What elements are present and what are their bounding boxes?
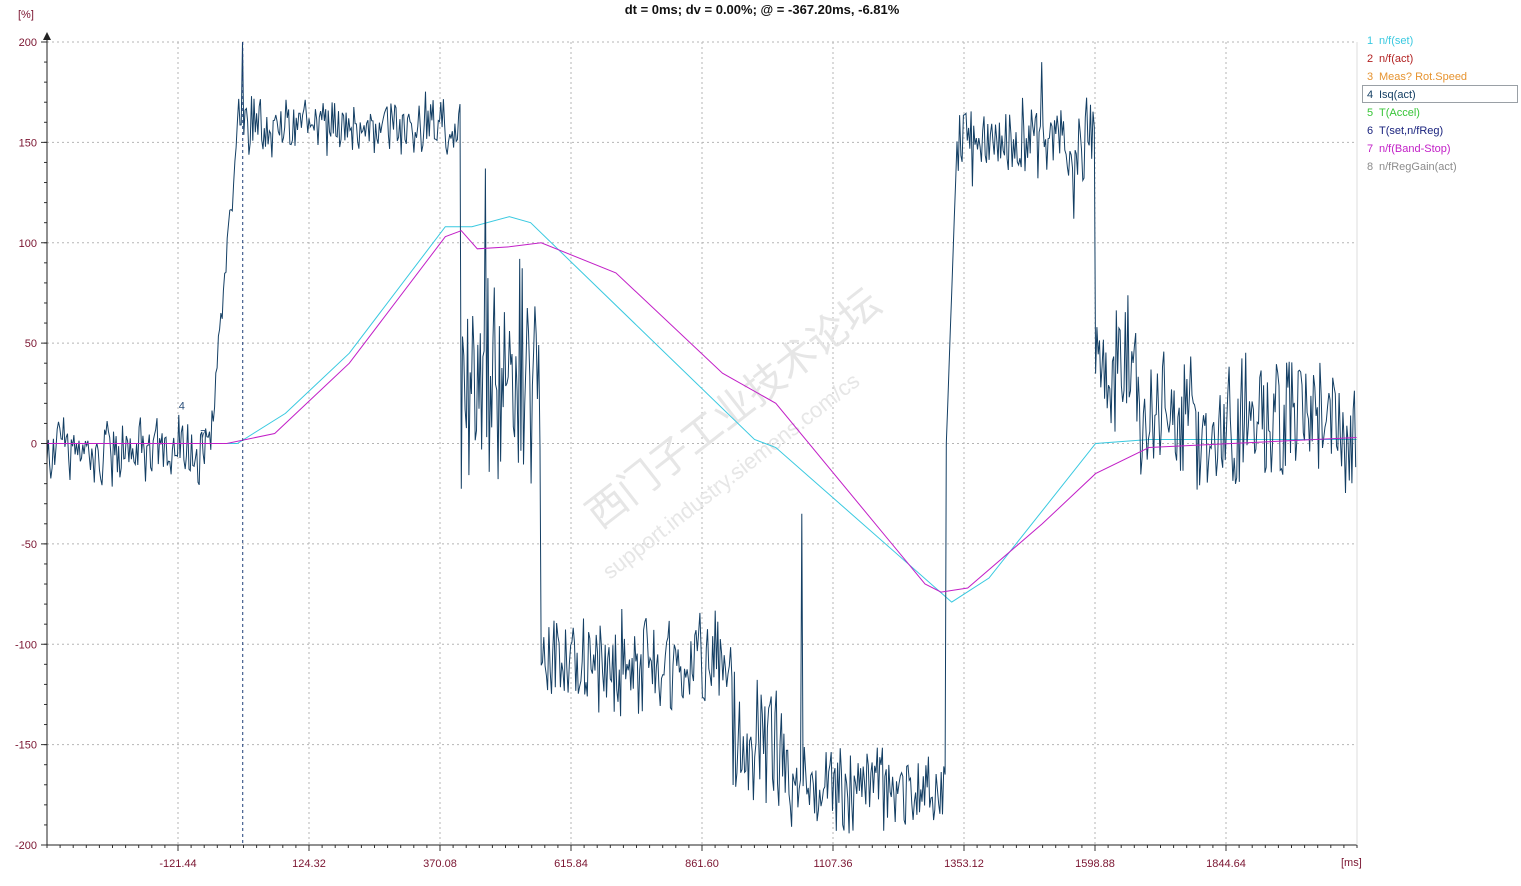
x-unit-label: [ms] <box>1341 857 1362 869</box>
y-tick-label: 100 <box>19 238 37 250</box>
axes: 200 150 100 50 0 -50 -100 -150 -200 -121.44 124.32… <box>15 32 1358 870</box>
x-tick-label: 861.60 <box>685 858 719 870</box>
y-tick-label: -150 <box>15 740 37 752</box>
y-tick-label: 200 <box>19 37 37 49</box>
legend-label: n/fRegGain(act) <box>1379 161 1457 173</box>
legend-item-5[interactable]: 5 T(Accel) <box>1362 103 1518 121</box>
legend-label: T(Accel) <box>1379 107 1420 119</box>
y-axis-arrow <box>43 32 51 40</box>
x-tick-label: 1598.88 <box>1075 858 1115 870</box>
legend-index: 2 <box>1367 53 1374 65</box>
legend-item-2[interactable]: 2 n/f(act) <box>1362 49 1518 67</box>
legend-index: 8 <box>1367 161 1374 173</box>
y-tick-label: 0 <box>31 439 37 451</box>
x-tick-label: 615.84 <box>554 858 588 870</box>
legend-item-7[interactable]: 7 n/f(Band-Stop) <box>1362 139 1518 157</box>
x-tick-label: 370.08 <box>423 858 457 870</box>
y-tick-label: 50 <box>25 338 37 350</box>
legend-index: 3 <box>1367 71 1374 83</box>
legend-label: n/f(set) <box>1379 35 1414 47</box>
legend-item-3[interactable]: 3 Meas? Rot.Speed <box>1362 67 1518 85</box>
legend-index: 5 <box>1367 107 1374 119</box>
legend-index: 4 <box>1367 89 1374 101</box>
series-line-1 <box>47 216 1357 603</box>
x-tick-label: 1353.12 <box>944 858 984 870</box>
series-line-4 <box>46 41 1357 834</box>
legend-item-8[interactable]: 8 n/fRegGain(act) <box>1362 157 1518 175</box>
legend-label: T(set,n/fReg) <box>1379 125 1444 137</box>
series-line-7 <box>47 230 1358 593</box>
legend-item-4[interactable]: 4 Isq(act) <box>1362 85 1518 103</box>
legend-index: 6 <box>1367 125 1374 137</box>
legend-label: Isq(act) <box>1379 89 1416 101</box>
y-tick-label: -200 <box>15 840 37 852</box>
cursor-readout: dt = 0ms; dv = 0.00%; @ = -367.20ms, -6.… <box>625 2 900 17</box>
x-tick-label: 1844.64 <box>1206 858 1246 870</box>
x-tick-label: -121.44 <box>159 858 196 870</box>
legend-index: 7 <box>1367 143 1374 155</box>
y-tick-label: -50 <box>21 539 37 551</box>
curve-marker-7: 7 <box>200 428 206 440</box>
y-tick-label: 150 <box>19 137 37 149</box>
legend-label: n/f(act) <box>1379 53 1414 65</box>
legend-label: n/f(Band-Stop) <box>1379 143 1451 155</box>
series <box>46 41 1358 834</box>
y-tick-label: -100 <box>15 639 37 651</box>
legend: 1 n/f(set) 2 n/f(act) 3 Meas? Rot.Speed 4 Isq(a… <box>1362 31 1518 175</box>
x-tick-label: 1107.36 <box>814 858 853 870</box>
curve-marker-4: 4 <box>179 400 185 412</box>
x-tick-label: 124.32 <box>292 858 326 870</box>
y-unit-label: [%] <box>18 9 34 21</box>
legend-item-1[interactable]: 1 n/f(set) <box>1362 31 1518 49</box>
legend-index: 1 <box>1367 35 1374 47</box>
legend-item-6[interactable]: 6 T(set,n/fReg) <box>1362 121 1518 139</box>
legend-label: Meas? Rot.Speed <box>1379 71 1468 83</box>
